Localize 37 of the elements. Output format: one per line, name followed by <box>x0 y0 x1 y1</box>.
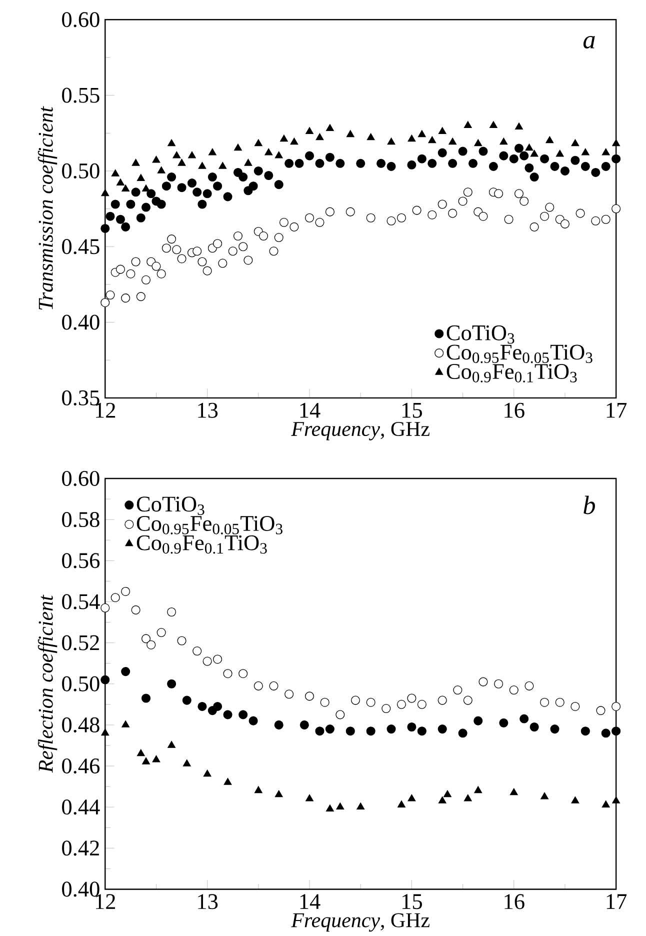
x-axis-title: Frequency, GHz <box>291 913 430 932</box>
x-tick-label: 15 <box>402 894 422 910</box>
x-tick-label: 17 <box>607 894 627 909</box>
y-axis-title: Reflection coefficient <box>38 594 58 773</box>
x-tick-label: 13 <box>198 894 218 910</box>
y-axis-title: Transmission coefficient <box>38 106 58 310</box>
y-tick-label: 0.55 <box>62 88 100 103</box>
y-tick-label: 0.50 <box>62 163 100 179</box>
y-tick-label: 0.40 <box>62 314 100 330</box>
y-tick-label: 0.58 <box>62 512 100 528</box>
legend-label: Co$_{0.95}$Fe$_{0.05}$TiO$_{3}$ <box>447 344 593 364</box>
y-tick-label: 0.48 <box>62 717 100 732</box>
legend-label: CoTiO$_{3}$ <box>447 325 514 344</box>
y-tick-label: 0.50 <box>62 676 100 692</box>
x-tick-label: 14 <box>300 894 321 909</box>
x-tick-label: 14 <box>300 402 321 418</box>
x-tick-label: 13 <box>198 402 218 418</box>
y-tick-label: 0.42 <box>62 840 100 856</box>
y-tick-label: 0.46 <box>62 758 100 774</box>
y-tick-label: 0.54 <box>62 594 100 610</box>
legend-label: Co$_{0.95}$Fe$_{0.05}$TiO$_{3}$ <box>137 516 283 534</box>
y-tick-label: 0.45 <box>62 239 100 254</box>
y-tick-label: 0.56 <box>62 553 100 568</box>
legend-label: Co$_{0.9}$Fe$_{0.1}$TiO$_{3}$ <box>447 364 577 382</box>
x-tick-label: 17 <box>607 402 627 418</box>
annotation: b <box>584 496 596 514</box>
legend-label: CoTiO$_{3}$ <box>137 496 204 515</box>
annotation: a <box>584 36 596 49</box>
x-tick-label: 15 <box>402 402 422 418</box>
x-axis-title: Frequency, GHz <box>291 422 430 440</box>
x-tick-label: 16 <box>504 894 525 910</box>
y-tick-label: 0.60 <box>62 470 100 486</box>
y-tick-label: 0.44 <box>62 800 100 815</box>
x-tick-label: 16 <box>504 402 525 418</box>
y-tick-label: 0.60 <box>62 12 100 28</box>
legend-label: Co$_{0.9}$Fe$_{0.1}$TiO$_{3}$ <box>137 535 268 554</box>
y-tick-label: 0.52 <box>62 635 100 650</box>
